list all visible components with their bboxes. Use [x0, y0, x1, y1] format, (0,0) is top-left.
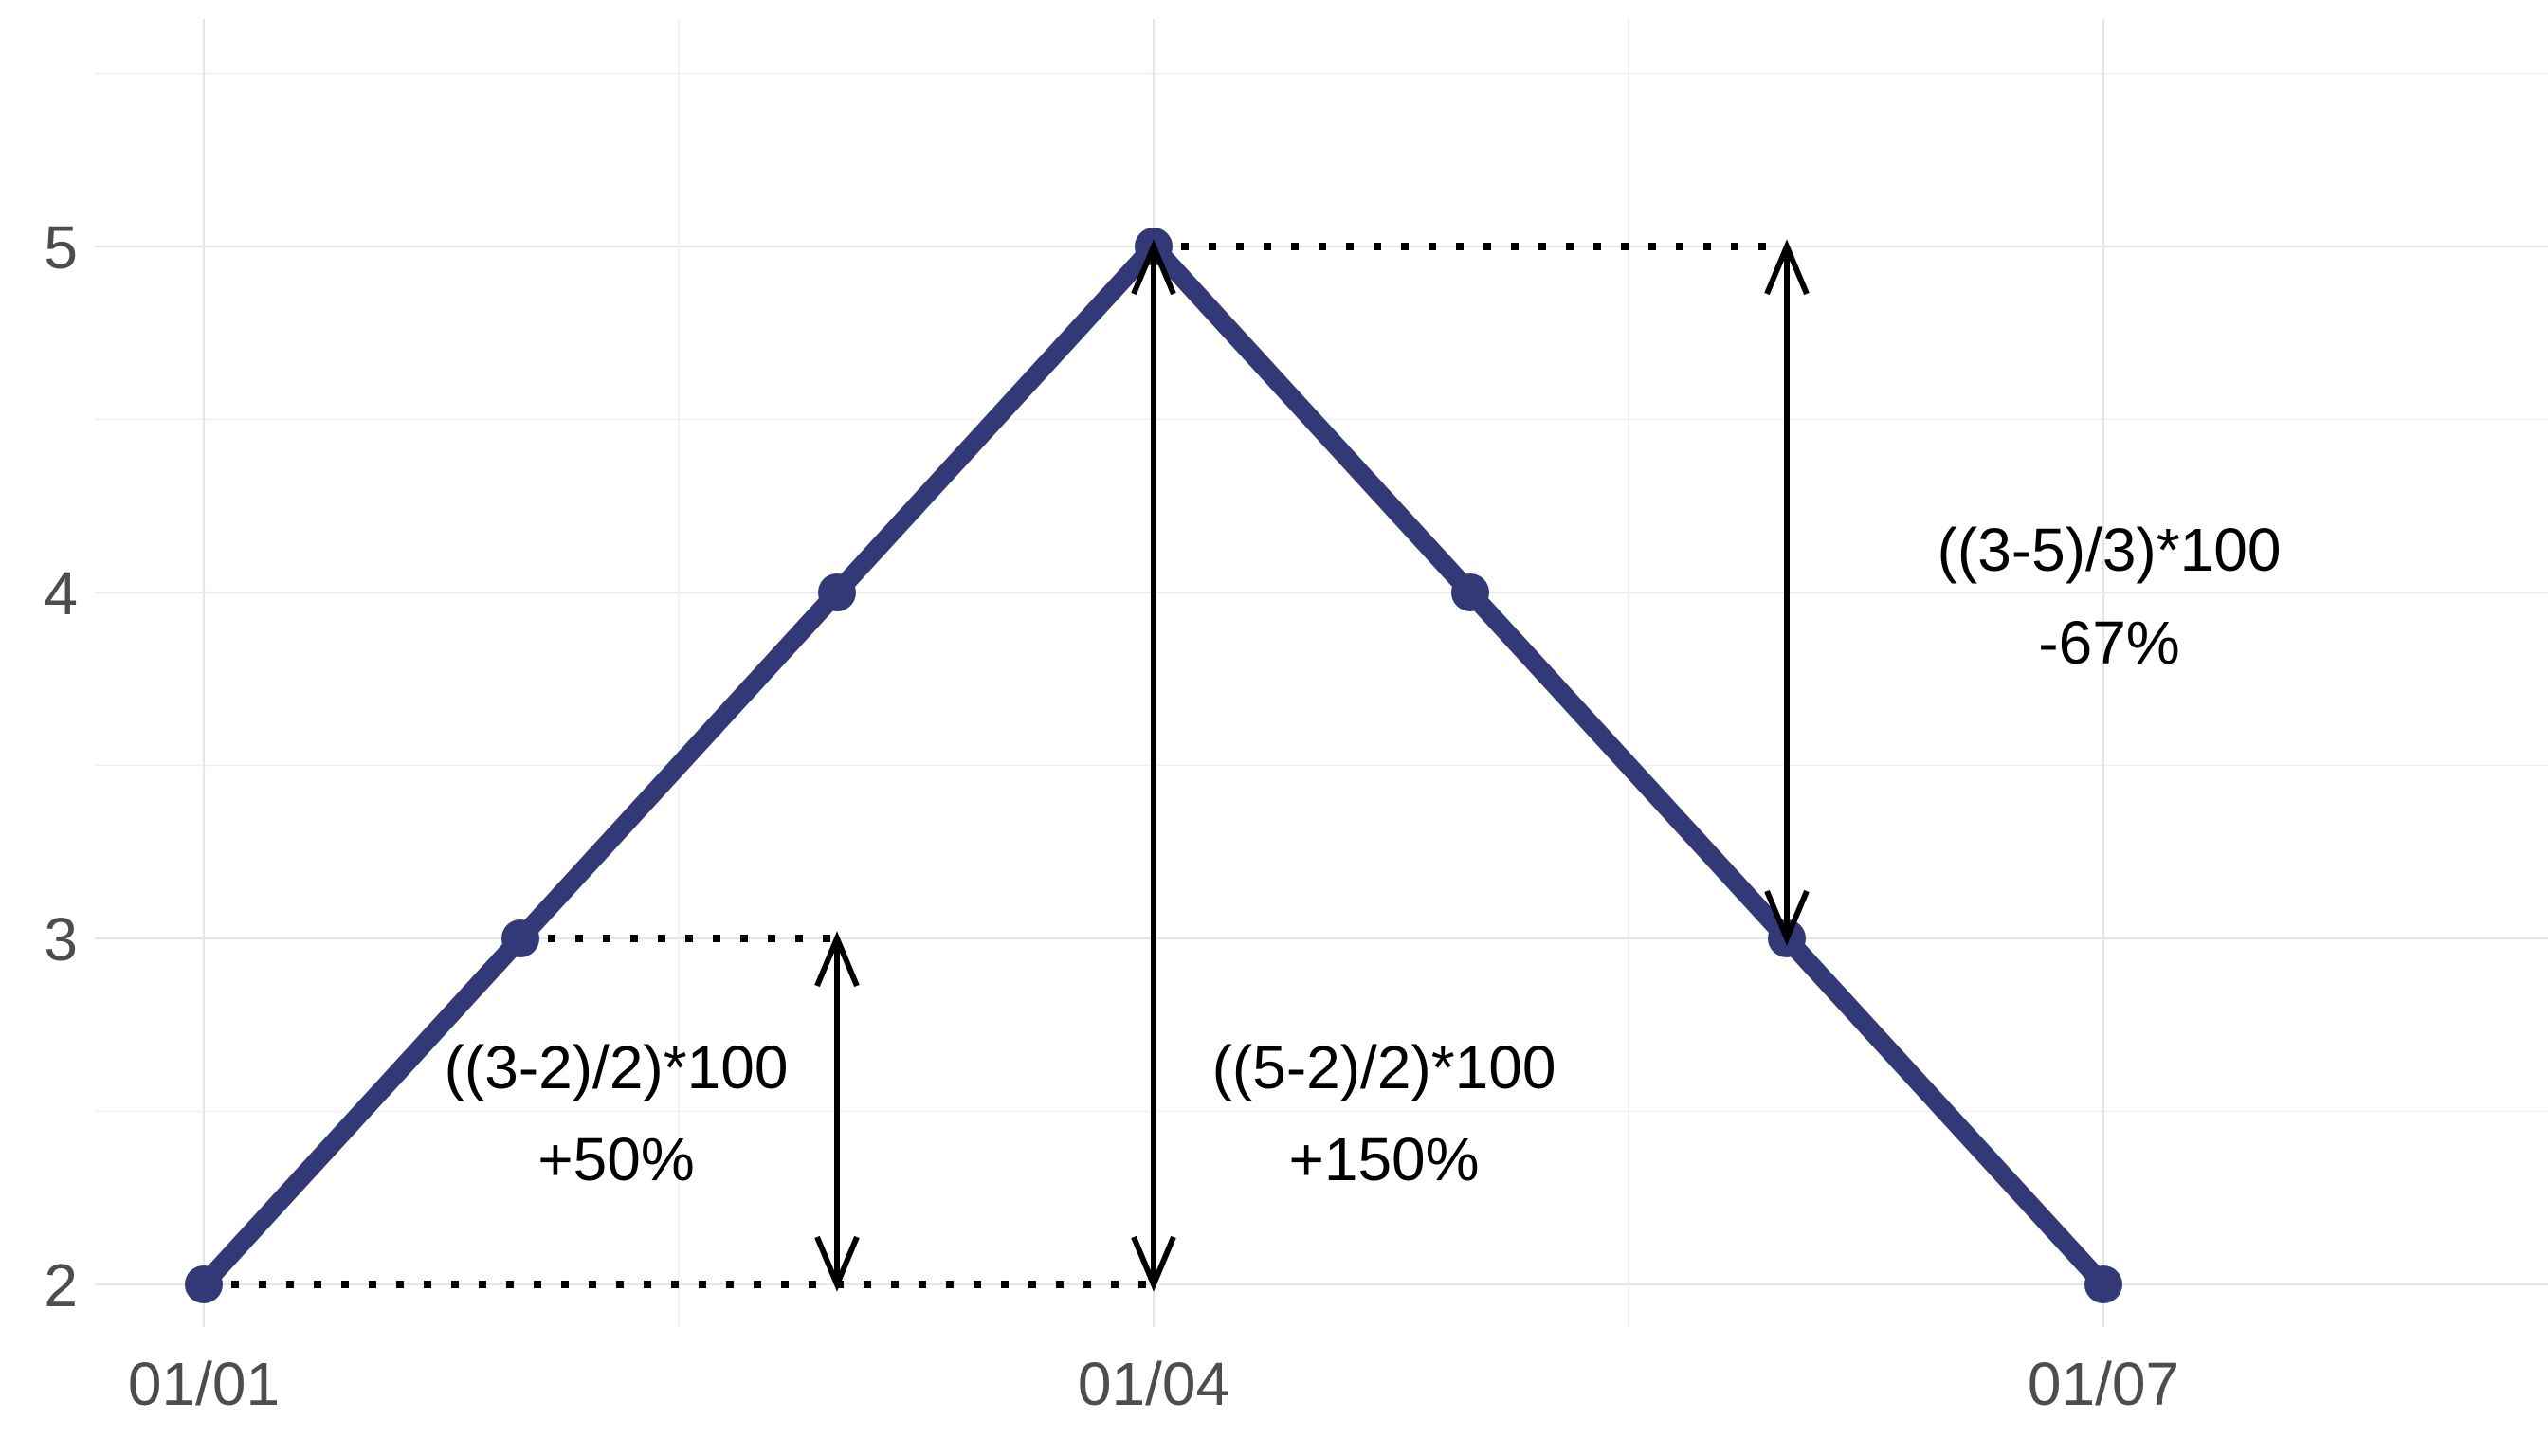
- annotation-result: +50%: [537, 1125, 694, 1193]
- annotations: ((3-2)/2)*100 +50% ((5-2)/2)*100 +150% ((3-5…: [445, 516, 2282, 1193]
- x-tick-label: 01/01: [128, 1350, 280, 1418]
- data-point: [1451, 573, 1489, 611]
- data-point: [185, 1265, 223, 1303]
- arrow-head-up: [1764, 239, 1810, 296]
- arrow-head-up: [814, 931, 860, 988]
- annotation-formula: ((3-5)/3)*100: [1938, 516, 2282, 584]
- arrow-head-down: [1131, 1235, 1176, 1292]
- y-tick-label: 5: [44, 213, 78, 282]
- data-point: [501, 919, 539, 957]
- data-point: [2084, 1265, 2122, 1303]
- y-tick-label: 2: [44, 1251, 78, 1320]
- data-point: [818, 573, 856, 611]
- annotation-formula: ((3-2)/2)*100: [445, 1033, 789, 1101]
- x-tick-label: 01/07: [2028, 1350, 2179, 1418]
- arrows: [814, 239, 1810, 1292]
- y-tick-label: 3: [44, 905, 78, 974]
- arrow-head-up: [1131, 239, 1176, 296]
- x-tick-label: 01/04: [1078, 1350, 1229, 1418]
- annotation-result: -67%: [2038, 609, 2179, 677]
- y-tick-label: 4: [44, 559, 78, 628]
- annotation-result: +150%: [1288, 1125, 1479, 1193]
- axis-labels: 2 3 4 5 01/01 01/04 01/07: [44, 213, 2179, 1418]
- arrow-head-down: [814, 1235, 860, 1292]
- annotation-formula: ((5-2)/2)*100: [1212, 1033, 1556, 1101]
- arrow-head-down: [1764, 889, 1810, 946]
- reference-lines: [204, 243, 1787, 1288]
